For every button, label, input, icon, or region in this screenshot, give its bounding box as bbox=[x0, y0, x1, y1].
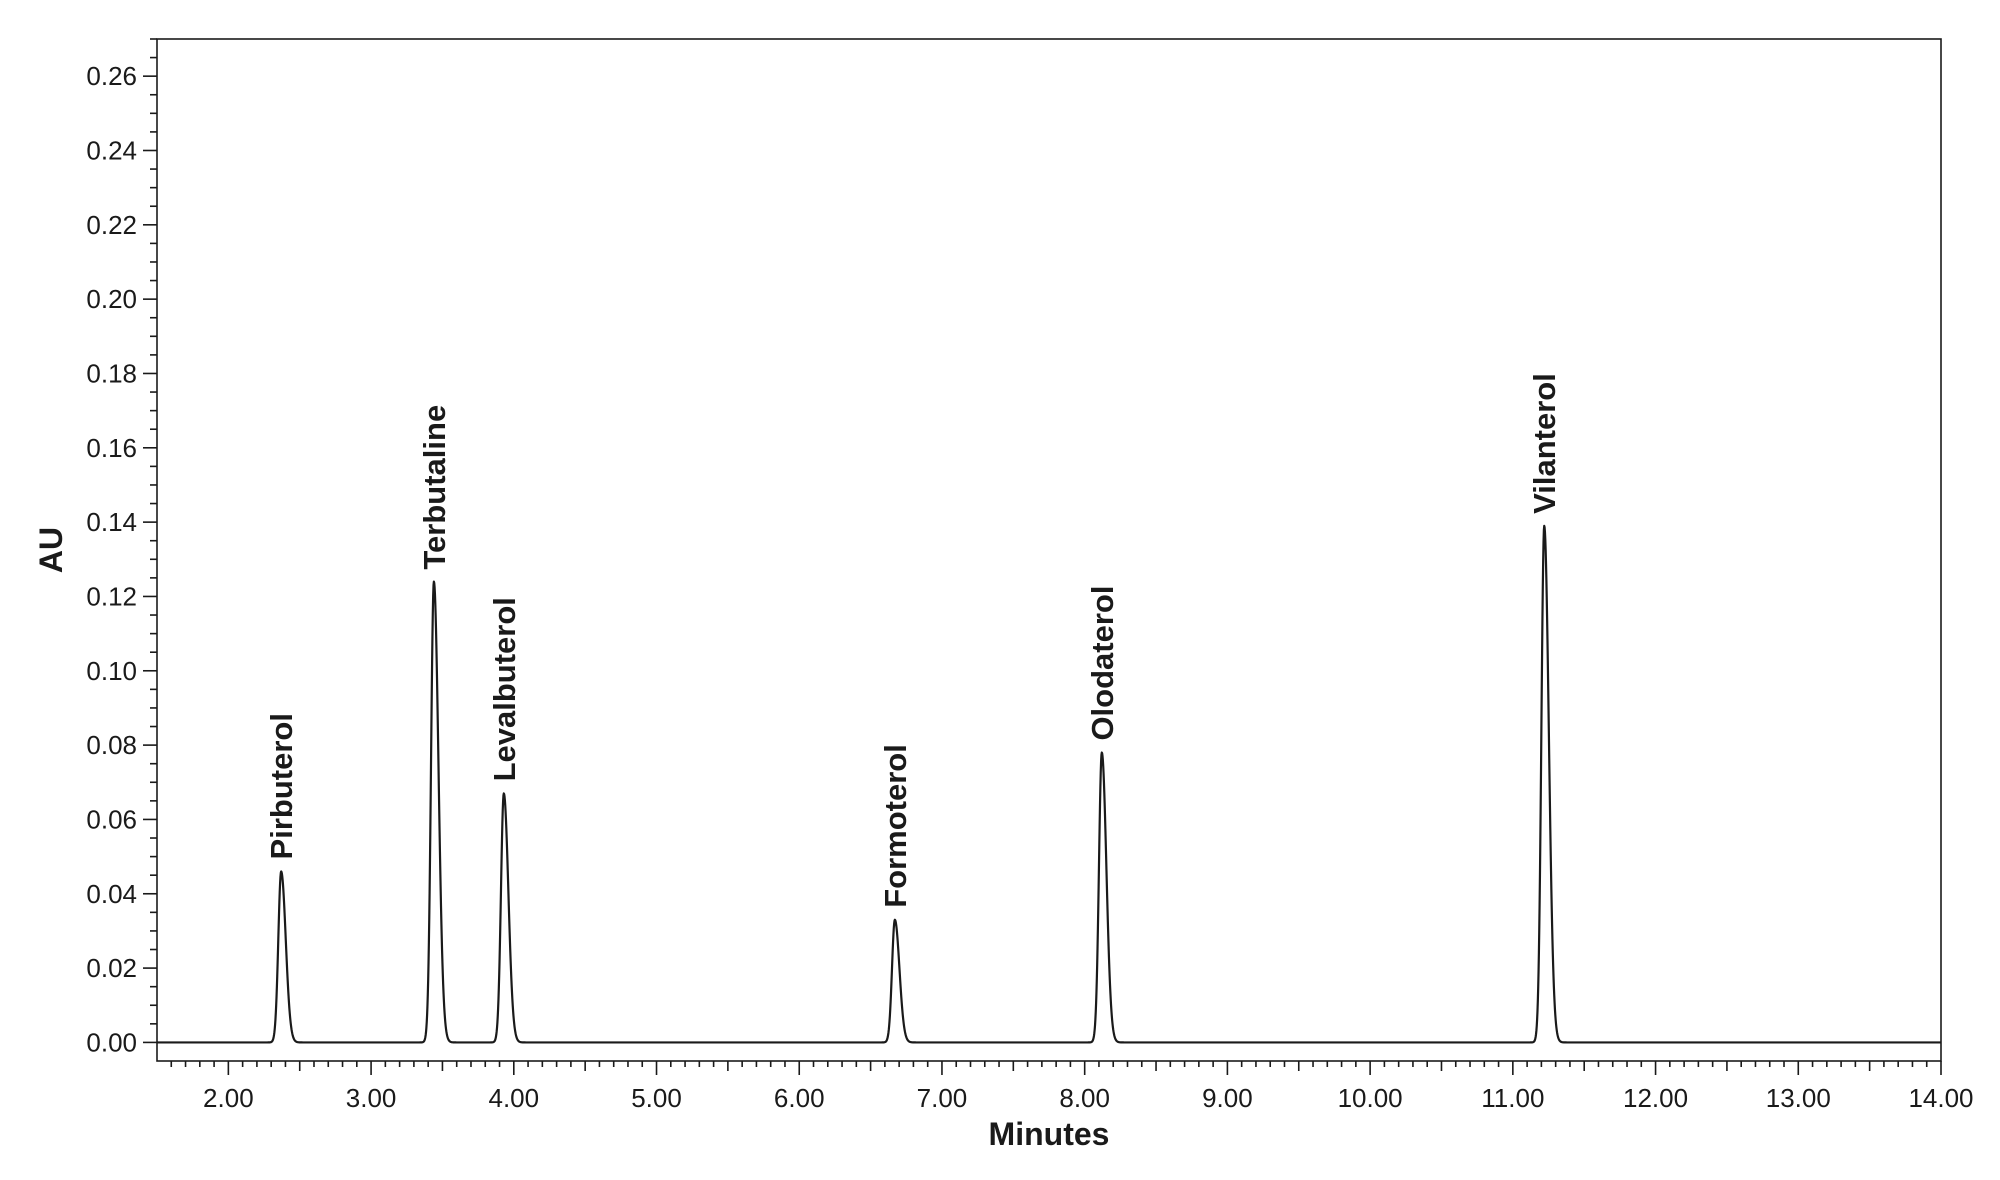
y-tick-label: 0.02 bbox=[86, 953, 137, 983]
y-tick-label: 0.08 bbox=[86, 730, 137, 760]
x-tick-label: 11.00 bbox=[1481, 1083, 1544, 1113]
x-tick-label: 2.00 bbox=[203, 1083, 254, 1113]
y-tick-label: 0.26 bbox=[86, 61, 137, 91]
chromatogram-trace bbox=[156, 524, 1942, 1044]
x-axis-title: Minutes bbox=[989, 1116, 1110, 1152]
peak-label: Vilanterol bbox=[1527, 373, 1562, 514]
y-tick-label: 0.12 bbox=[86, 581, 137, 611]
y-tick-label: 0.00 bbox=[86, 1027, 137, 1057]
x-tick-label: 7.00 bbox=[917, 1083, 968, 1113]
y-tick-label: 0.22 bbox=[86, 210, 137, 240]
x-tick-label: 4.00 bbox=[488, 1083, 539, 1113]
x-tick-label: 8.00 bbox=[1059, 1083, 1110, 1113]
x-tick-label: 10.00 bbox=[1338, 1083, 1403, 1113]
y-tick-label: 0.24 bbox=[86, 135, 137, 165]
x-tick-label: 12.00 bbox=[1623, 1083, 1688, 1113]
x-tick-label: 6.00 bbox=[774, 1083, 825, 1113]
x-tick-label: 13.00 bbox=[1766, 1083, 1831, 1113]
x-tick-label: 9.00 bbox=[1202, 1083, 1253, 1113]
y-axis-title: AU bbox=[33, 527, 69, 573]
peak-labels: Pirbuterol Terbutaline Levalbuterol Formote… bbox=[264, 373, 1562, 908]
x-tick-label: 3.00 bbox=[346, 1083, 397, 1113]
y-tick-label: 0.10 bbox=[86, 656, 137, 686]
y-tick-label: 0.20 bbox=[86, 284, 137, 314]
y-tick-label: 0.14 bbox=[86, 507, 137, 537]
plot-frame bbox=[156, 38, 1942, 1062]
y-tick-label: 0.04 bbox=[86, 879, 137, 909]
y-axis: 0.00 0.02 0.04 0.06 0.08 0.10 0.12 0.14 0.16 0.18… bbox=[86, 38, 157, 1057]
peak-label: Olodaterol bbox=[1085, 586, 1120, 741]
y-tick-label: 0.06 bbox=[86, 804, 137, 834]
peak-label: Pirbuterol bbox=[264, 713, 299, 859]
peak-label: Formoterol bbox=[878, 744, 913, 908]
x-tick-label: 5.00 bbox=[631, 1083, 682, 1113]
y-tick-label: 0.18 bbox=[86, 358, 137, 388]
x-tick-label: 14.00 bbox=[1908, 1083, 1973, 1113]
y-tick-label: 0.16 bbox=[86, 433, 137, 463]
x-axis: 2.00 3.00 4.00 5.00 6.00 7.00 8.00 9.00 10.00 11.… bbox=[170, 1061, 1974, 1113]
peak-label: Levalbuterol bbox=[487, 597, 522, 781]
peak-label: Terbutaline bbox=[417, 405, 452, 570]
